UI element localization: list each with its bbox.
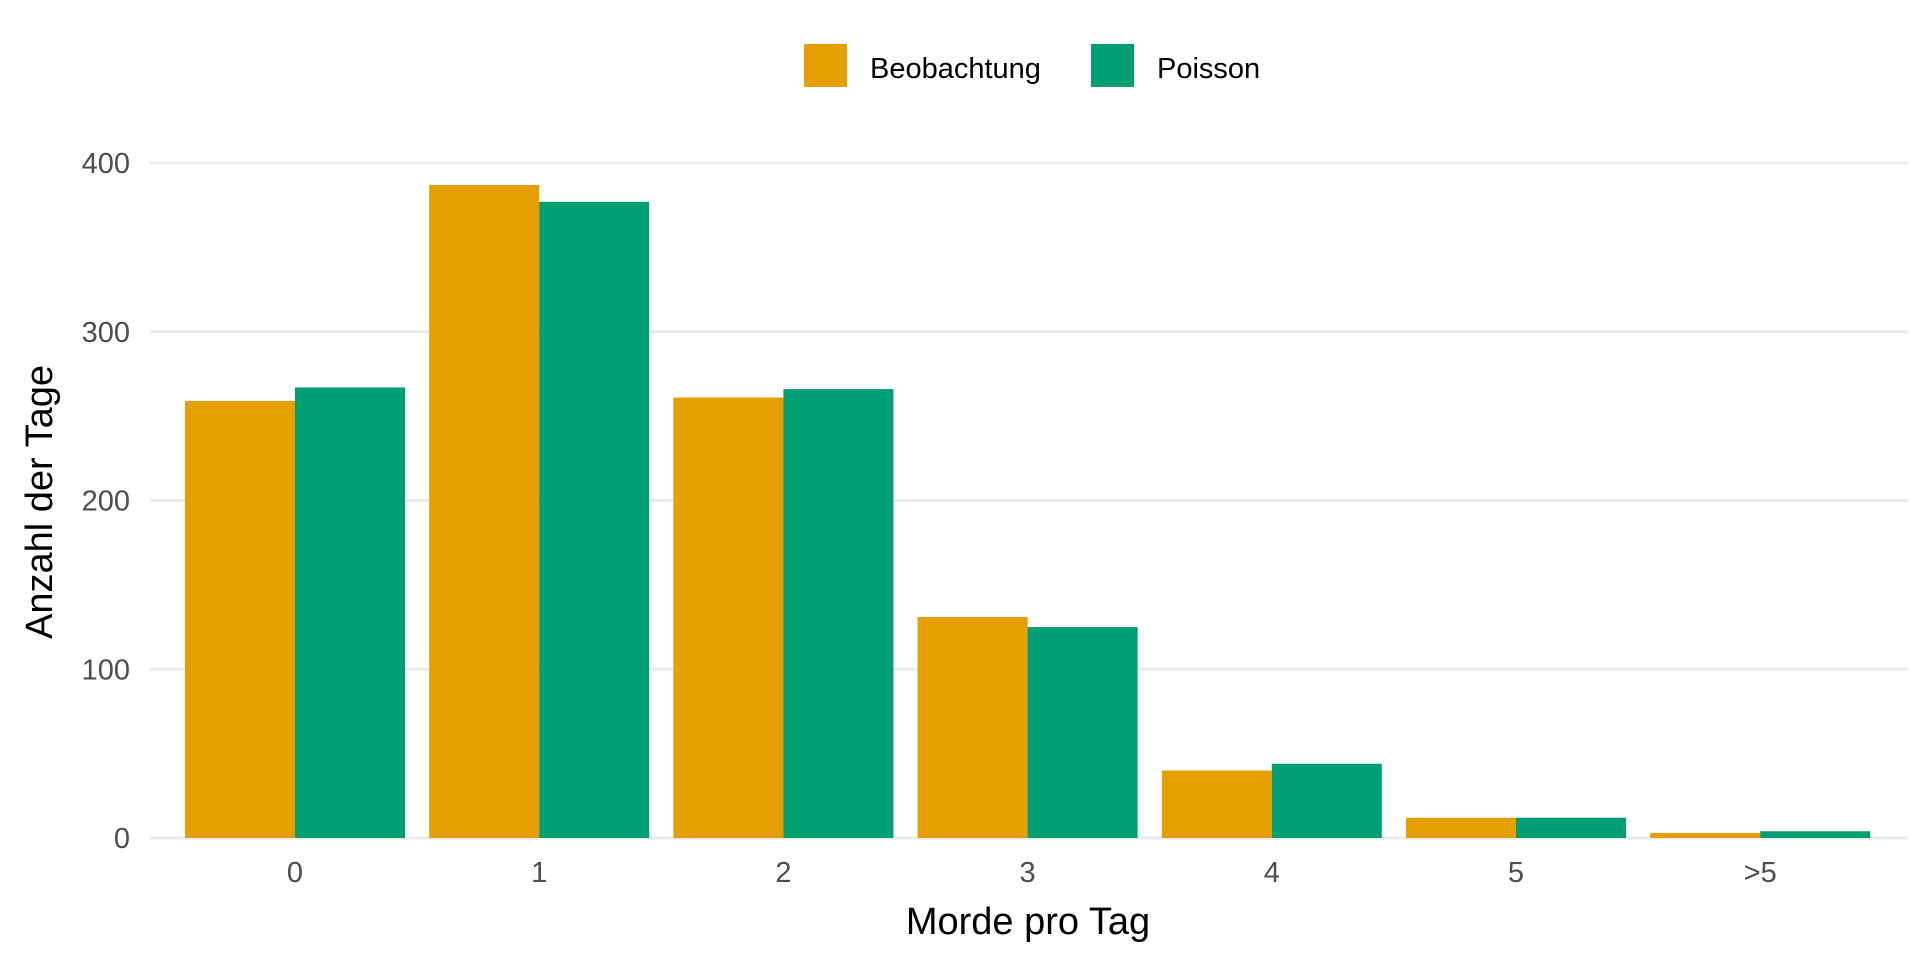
bar-poisson-3 bbox=[1027, 627, 1138, 838]
y-axis-title: Anzahl der Tage bbox=[19, 365, 61, 639]
x-tick-label: 2 bbox=[775, 857, 791, 889]
x-axis-ticks: 0 1 2 3 4 5 >5 bbox=[287, 857, 1777, 889]
y-tick-label: 300 bbox=[82, 317, 130, 349]
y-tick-label: 0 bbox=[114, 823, 130, 855]
bar-beobachtung-4 bbox=[1161, 770, 1272, 838]
legend-swatch-poisson bbox=[1091, 44, 1134, 87]
bars bbox=[185, 184, 1871, 838]
y-tick-label: 200 bbox=[82, 486, 130, 518]
bar-poisson-1 bbox=[539, 201, 650, 838]
y-tick-label: 400 bbox=[82, 148, 130, 180]
x-tick-label: 5 bbox=[1508, 857, 1524, 889]
legend-swatch-beobachtung bbox=[804, 44, 847, 87]
x-tick-label: 3 bbox=[1020, 857, 1036, 889]
bar-poisson-0 bbox=[295, 387, 405, 838]
legend-label-beobachtung: Beobachtung bbox=[870, 53, 1041, 85]
bar-beobachtung-3 bbox=[917, 616, 1028, 838]
bar-beobachtung-6 bbox=[1650, 832, 1761, 838]
legend-label-poisson: Poisson bbox=[1157, 53, 1260, 85]
bar-poisson-4 bbox=[1271, 763, 1382, 838]
x-axis-title: Morde pro Tag bbox=[906, 901, 1150, 943]
y-tick-label: 100 bbox=[82, 654, 130, 686]
bar-beobachtung-0 bbox=[185, 400, 295, 838]
bar-beobachtung-5 bbox=[1406, 817, 1516, 838]
legend: Beobachtung Poisson bbox=[804, 44, 1260, 87]
bar-poisson-2 bbox=[783, 389, 894, 838]
x-tick-label: >5 bbox=[1744, 857, 1777, 889]
bar-poisson-5 bbox=[1516, 817, 1626, 838]
x-tick-label: 4 bbox=[1264, 857, 1280, 889]
bar-beobachtung-1 bbox=[429, 184, 540, 838]
x-tick-label: 0 bbox=[287, 857, 303, 889]
bar-poisson-6 bbox=[1760, 831, 1871, 838]
y-axis-ticks: 0 100 200 300 400 bbox=[82, 148, 130, 855]
x-tick-label: 1 bbox=[531, 857, 547, 889]
bar-beobachtung-2 bbox=[673, 397, 784, 838]
